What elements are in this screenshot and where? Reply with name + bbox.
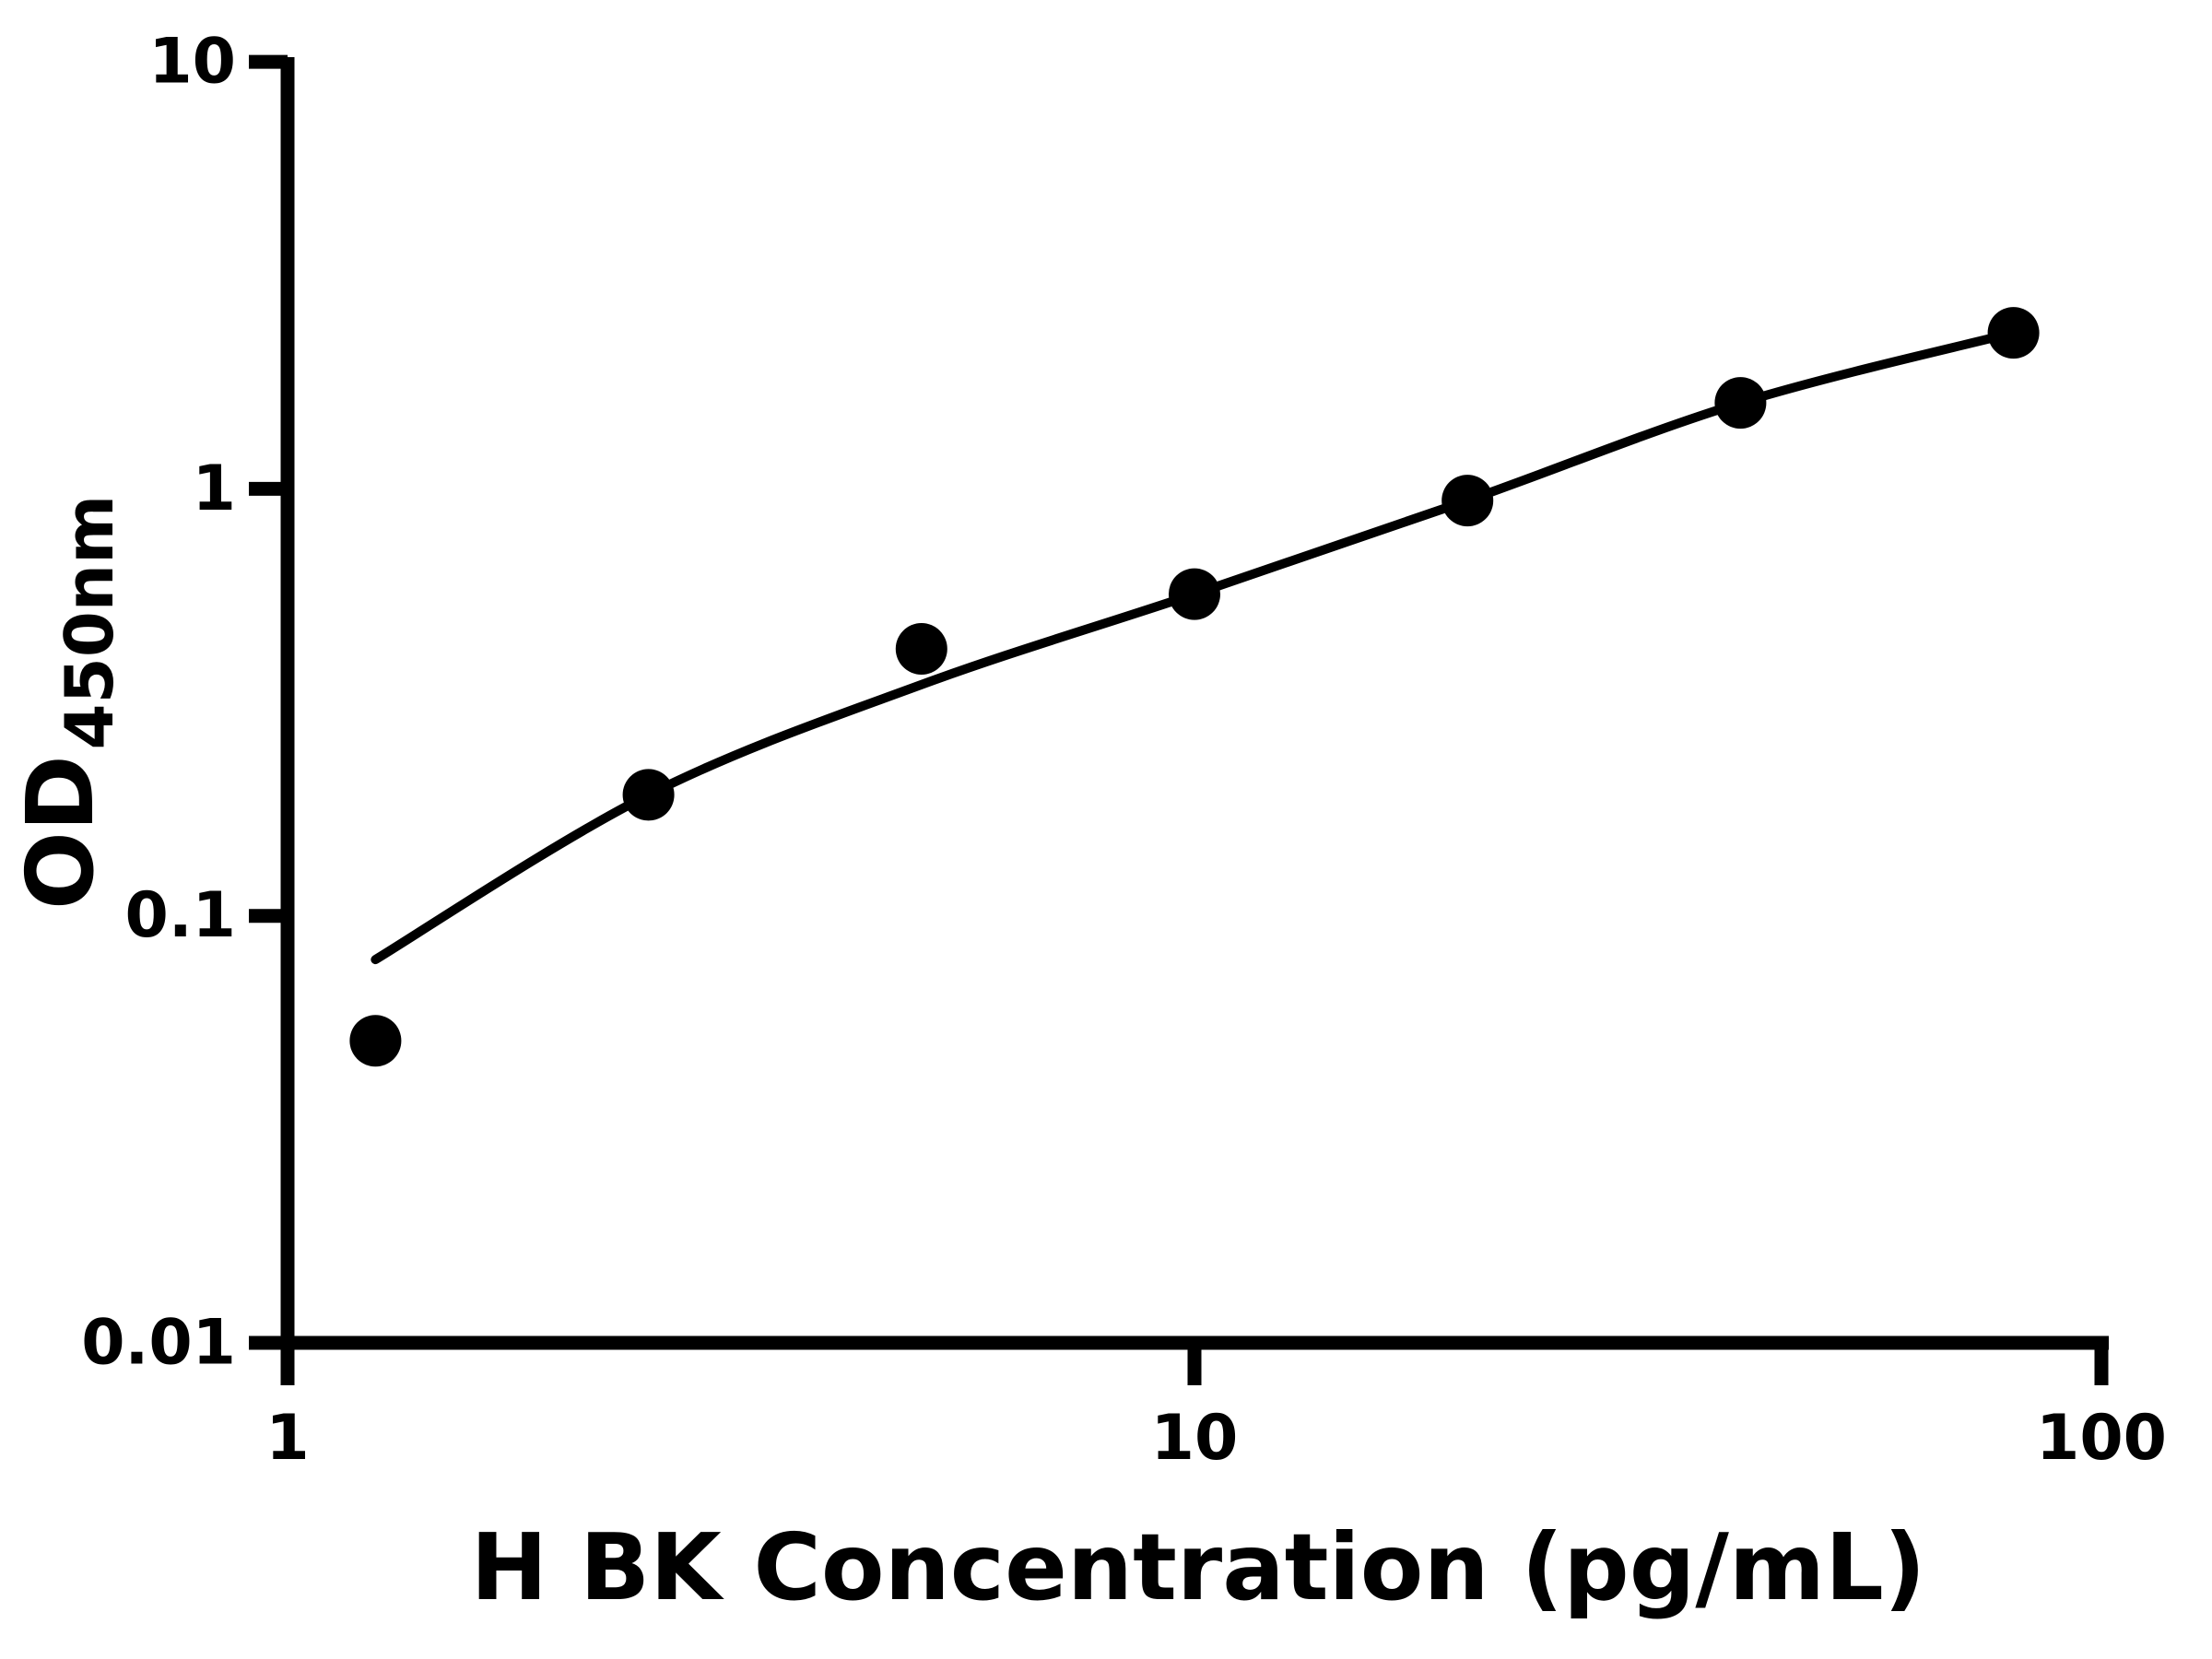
y-tick-label: 0.1 bbox=[125, 879, 236, 952]
data-points bbox=[349, 307, 2040, 1067]
data-point bbox=[622, 769, 675, 821]
x-axis-tick-labels: 1 10 100 bbox=[265, 1402, 2167, 1475]
x-axis-ticks bbox=[280, 1343, 2109, 1385]
x-tick-label: 1 bbox=[265, 1402, 309, 1475]
x-tick-label: 10 bbox=[1151, 1402, 1239, 1475]
x-tick-label: 100 bbox=[2036, 1402, 2167, 1475]
y-axis-title: OD 450nm bbox=[6, 495, 128, 910]
y-tick-label: 0.01 bbox=[81, 1307, 236, 1380]
x-axis-title: H BK Concentration (pg/mL) bbox=[470, 1513, 1925, 1621]
data-point bbox=[349, 1015, 402, 1067]
y-tick-label: 10 bbox=[148, 26, 236, 99]
y-axis-tick-labels: 10 1 0.1 0.01 bbox=[81, 26, 236, 1380]
data-point bbox=[1714, 377, 1767, 429]
data-point bbox=[1169, 568, 1220, 620]
y-tick-label: 1 bbox=[193, 453, 236, 525]
data-point bbox=[1987, 307, 2040, 359]
y-axis-title-subscript: 450nm bbox=[51, 495, 128, 750]
y-axis-title-main: OD bbox=[6, 755, 114, 910]
data-point bbox=[895, 623, 947, 675]
data-point bbox=[1441, 475, 1494, 527]
axes bbox=[249, 54, 2109, 1385]
